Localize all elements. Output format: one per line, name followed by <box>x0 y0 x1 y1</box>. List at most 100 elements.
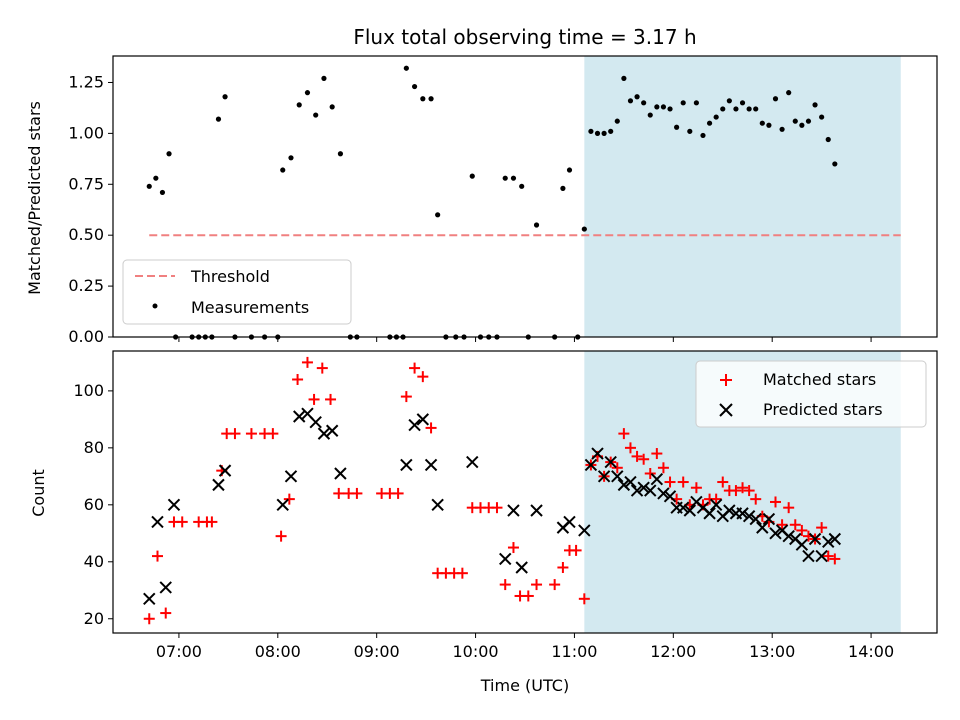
matched-star-point <box>816 522 828 534</box>
predicted-star-point-b <box>789 532 802 546</box>
predicted-star-point <box>563 515 576 529</box>
matched-star-point <box>730 485 742 497</box>
measurement-point <box>313 112 319 118</box>
predicted-star-point-b <box>756 521 769 534</box>
matched-star-point <box>710 493 722 505</box>
predicted-star-point <box>515 561 528 574</box>
matched-star-point <box>409 362 421 374</box>
matched-star-point <box>392 487 404 499</box>
predicted-star-point-b <box>597 470 611 483</box>
measurement-point <box>726 98 732 104</box>
matched-star-point <box>717 476 729 488</box>
matched-star-point <box>499 579 511 591</box>
predicted-star-point-b <box>400 458 413 472</box>
matched-star-point <box>631 450 643 462</box>
predicted-star-point-b <box>499 552 512 566</box>
predicted-star-point-b <box>657 487 670 500</box>
predicted-star-point-b <box>591 447 604 460</box>
predicted-star-point <box>143 592 156 606</box>
predicted-star-point-b <box>334 467 347 480</box>
measurement-point <box>614 118 620 124</box>
matched-star-point <box>229 428 241 440</box>
y-tick-label: 1.00 <box>68 123 104 142</box>
predicted-star-point-b <box>167 498 181 512</box>
measurement-point <box>766 122 772 128</box>
legend-measurements-label: Measurements <box>191 298 309 317</box>
measurement-point <box>153 175 159 181</box>
x-tick-label: 11:00 <box>551 642 597 661</box>
matched-star-point <box>557 561 569 573</box>
predicted-star-point-b <box>637 481 650 494</box>
measurement-point <box>435 212 441 218</box>
predicted-star-point-b <box>828 532 842 546</box>
matched-star-point <box>456 567 468 579</box>
predicted-star-point <box>334 467 347 480</box>
matched-star-point <box>308 393 320 405</box>
predicted-star-point-b <box>802 549 815 563</box>
measurement-point <box>746 106 752 112</box>
bottom-y-ticks: 20 40 60 80 100 <box>73 381 113 628</box>
predicted-star-point <box>276 498 289 512</box>
predicted-star-point <box>677 501 690 514</box>
chart-title: Flux total observing time = 3.17 h <box>353 25 696 49</box>
predicted-star-point-b <box>696 501 710 514</box>
measurement-point <box>329 104 335 110</box>
predicted-star-point-b <box>723 504 736 517</box>
predicted-star-point <box>822 535 835 549</box>
y-tick-label: 40 <box>84 552 104 571</box>
predicted-star-point <box>624 475 637 489</box>
predicted-star-point-b <box>650 472 664 486</box>
measurement-point <box>720 106 726 112</box>
matched-star-point <box>206 516 218 528</box>
predicted-star-point <box>604 455 617 469</box>
matched-star-point <box>644 467 656 479</box>
predicted-star-point <box>795 538 809 551</box>
predicted-star-point <box>499 552 512 566</box>
matched-star-point <box>829 553 841 565</box>
predicted-star-point-b <box>736 507 749 520</box>
matched-star-point <box>638 453 650 465</box>
predicted-star-point-b <box>507 504 520 517</box>
matched-star-point <box>425 422 437 434</box>
predicted-star-point-b <box>795 538 809 551</box>
predicted-star-point-b <box>563 515 576 529</box>
predicted-star-point <box>578 524 591 537</box>
measurement-point <box>502 175 508 181</box>
measurement-point <box>805 118 812 124</box>
y-tick-label: 0.75 <box>68 174 104 193</box>
predicted-star-point <box>424 458 438 472</box>
x-tick-label: 08:00 <box>255 642 301 661</box>
legend-matched-swatch <box>720 374 732 386</box>
predicted-star-point-b <box>683 504 697 517</box>
predicted-star-point-b <box>644 484 657 497</box>
predicted-star-point <box>617 478 631 492</box>
predicted-star-point <box>709 498 723 512</box>
legend-measurements-swatch <box>152 303 158 309</box>
matched-star-point <box>160 607 172 619</box>
predicted-star-point-b <box>301 407 314 420</box>
predicted-star-point <box>808 532 822 546</box>
measurement-point <box>288 155 294 161</box>
top-panel: Flux total observing time = 3.17 h 0.000… <box>25 25 938 346</box>
measurement-point <box>667 106 673 112</box>
measurement-point <box>687 128 693 134</box>
matched-star-point <box>491 502 503 514</box>
predicted-star-point <box>802 549 815 563</box>
measurement-point <box>713 114 719 120</box>
matched-star-point <box>507 542 519 554</box>
measurement-point <box>510 175 517 181</box>
bottom-panel: 20 40 60 80 100 07:00 08:00 09:00 10:00 11:00 12:… <box>29 350 938 695</box>
predicted-star-point-b <box>775 524 789 537</box>
predicted-star-point-b <box>284 470 298 483</box>
predicted-star-point <box>431 498 444 512</box>
predicted-star-point-b <box>584 458 598 472</box>
matched-star-point <box>316 362 328 374</box>
measurement-point <box>280 167 286 173</box>
predicted-star-point <box>284 470 298 483</box>
matched-star-point <box>292 373 304 385</box>
measurement-point <box>680 100 686 106</box>
measurement-point <box>825 136 831 143</box>
matched-star-point <box>245 428 257 440</box>
measurement-point <box>222 94 228 100</box>
